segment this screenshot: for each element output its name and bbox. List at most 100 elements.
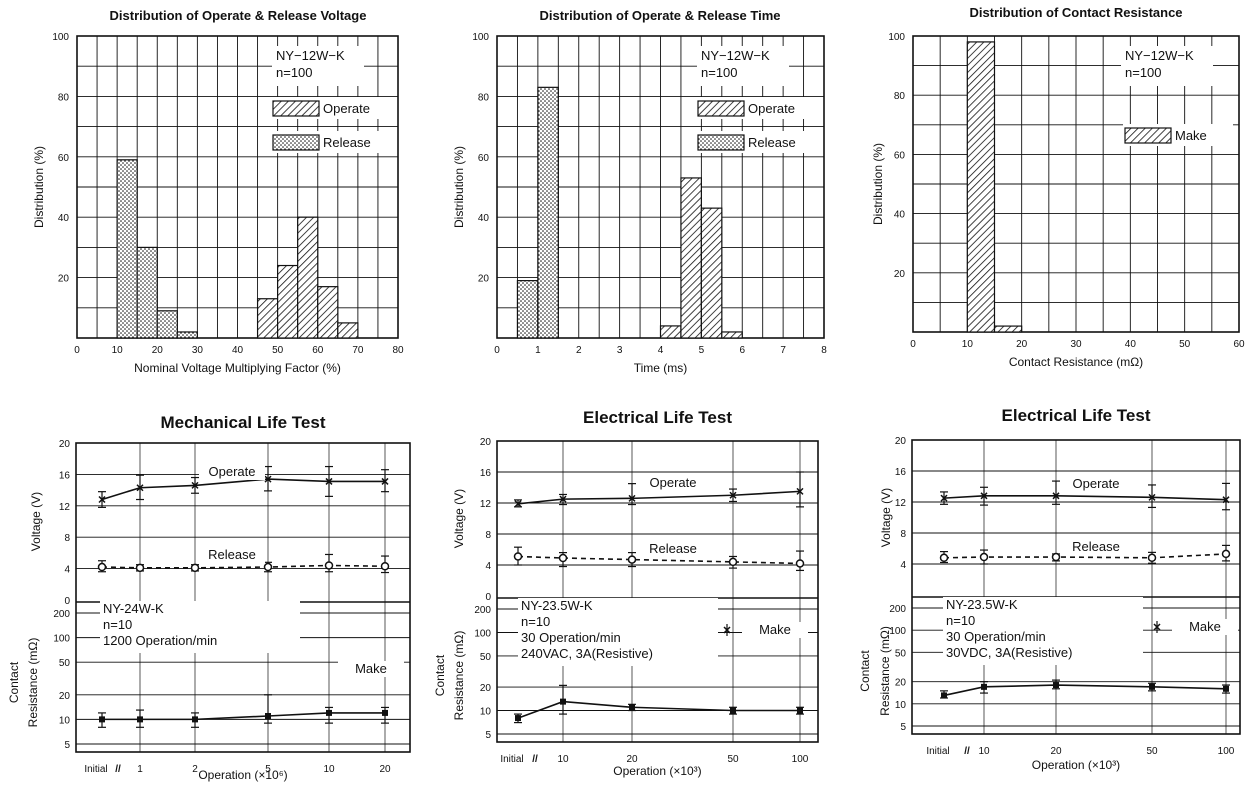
data-point-release	[558, 553, 568, 563]
data-point-release	[979, 552, 989, 562]
annotation-line: n=100	[1125, 65, 1162, 80]
x-tick-label: 10	[962, 339, 974, 350]
series-line-make	[102, 712, 385, 721]
annotation-line: n=100	[701, 65, 738, 80]
y-tick-label: 50	[59, 658, 71, 669]
x-axis-label: Operation (×10⁶)	[198, 768, 287, 782]
data-point-make	[326, 709, 332, 716]
data-point-make	[730, 707, 736, 714]
data-point-make	[629, 704, 635, 711]
y-axis-label: Contact	[433, 654, 447, 696]
y-tick-label: 200	[889, 604, 906, 615]
x-tick-label: 6	[739, 345, 745, 356]
plot-frame	[496, 440, 819, 743]
x-tick-label: 10	[557, 754, 569, 765]
y-axis-label: Distribution (%)	[452, 146, 466, 228]
data-point-operate	[1052, 492, 1060, 500]
x-axis-label: Operation (×10³)	[1032, 758, 1120, 772]
y-tick-label: 100	[889, 626, 906, 637]
bar-operate	[317, 286, 339, 339]
make-label-bg	[338, 661, 404, 677]
data-point-operate	[940, 494, 948, 502]
legend-label: Operate	[323, 101, 370, 116]
y-axis-label: Resistance (mΩ)	[878, 626, 892, 716]
x-tick-label: 50	[727, 754, 739, 765]
y-tick-label: 5	[485, 730, 491, 741]
legend-swatch	[697, 100, 745, 117]
data-point-operate	[98, 495, 106, 504]
x-axis-label: Nominal Voltage Multiplying Factor (%)	[134, 361, 341, 375]
data-point-operate	[980, 492, 988, 500]
x-axis-label: Contact Resistance (mΩ)	[1009, 355, 1143, 369]
series-line-operate	[101, 478, 385, 501]
x-tick-label: 70	[352, 345, 364, 356]
y-tick-label: 200	[53, 609, 70, 620]
data-point-release	[263, 562, 273, 572]
annotation-line: NY−12W−K	[701, 48, 770, 63]
data-point-release	[1147, 553, 1157, 563]
data-point-operate	[796, 487, 804, 495]
y-tick-label: 40	[894, 210, 906, 221]
data-point-release	[513, 552, 523, 561]
data-point-make	[1149, 683, 1155, 690]
data-point-release	[97, 562, 107, 572]
data-point-operate	[628, 494, 636, 502]
release-label-bg	[199, 547, 265, 563]
x-tick-label: 10	[978, 746, 990, 757]
y-tick-label: 12	[895, 498, 907, 509]
x-tick-label: 2	[192, 764, 198, 775]
legend-swatch	[697, 134, 745, 151]
y-tick-label: 20	[59, 439, 71, 450]
chart-title: Electrical Life Test	[583, 408, 732, 427]
chart-title: Distribution of Contact Resistance	[969, 5, 1182, 20]
y-tick-label: 20	[59, 691, 71, 702]
release-label: Release	[1072, 539, 1120, 554]
y-tick-label: 50	[480, 652, 492, 663]
data-point-release	[190, 563, 200, 573]
x-tick-label: Initial	[500, 754, 523, 765]
histogram-chart-3: Distribution of Contact Resistance 0 10 20 3…	[871, 5, 1245, 369]
x-axis-label: Operation (×10³)	[613, 764, 701, 778]
y-tick-label: 60	[894, 150, 906, 161]
x-tick-label: 30	[192, 345, 204, 356]
annotation-line: 30VDC, 3A(Resistive)	[946, 645, 1072, 660]
y-tick-label: 5	[900, 722, 906, 733]
annotation-line: n=10	[521, 614, 550, 629]
y-tick-label: 16	[895, 467, 907, 478]
y-axis-label: Resistance (mΩ)	[452, 631, 466, 721]
y-tick-label: 20	[480, 683, 492, 694]
annotation-line: 30 Operation/min	[946, 629, 1046, 644]
data-point-release	[939, 553, 949, 563]
y-tick-label: 4	[485, 561, 491, 572]
y-tick-label: 100	[888, 32, 905, 43]
y-tick-label: 5	[64, 740, 70, 751]
y-tick-label: 100	[53, 634, 70, 645]
y-tick-label: 100	[474, 628, 491, 639]
y-tick-label: 16	[480, 468, 492, 479]
operate-label: Operate	[1073, 476, 1120, 491]
life-test-chart-3: Electrical Life Test 4 8 12 16 20 5 10 20 50 100 20…	[858, 406, 1241, 772]
data-point-make	[1053, 682, 1059, 689]
operate-label-bg	[640, 475, 706, 491]
bar-release	[537, 86, 559, 339]
bar-release	[116, 159, 138, 339]
data-point-make	[941, 692, 947, 699]
y-tick-label: 100	[472, 32, 489, 43]
x-tick-label: 0	[910, 339, 916, 350]
data-point-operate	[1148, 493, 1156, 501]
release-label-bg	[640, 541, 706, 557]
y-tick-label: 10	[895, 700, 907, 711]
annotation-bg	[943, 597, 1143, 665]
data-point-make	[797, 707, 803, 714]
annotation-line: NY-24W-K	[103, 601, 164, 616]
data-point-make	[981, 683, 987, 690]
annotation-line: 240VAC, 3A(Resistive)	[521, 646, 653, 661]
annotation-line: n=10	[946, 613, 975, 628]
data-point-operate	[136, 484, 144, 492]
release-label: Release	[649, 541, 697, 556]
legend-swatch	[272, 134, 320, 151]
x-tick-label: 20	[1016, 339, 1028, 350]
bar-operate	[721, 331, 743, 339]
y-tick-label: 80	[894, 91, 906, 102]
